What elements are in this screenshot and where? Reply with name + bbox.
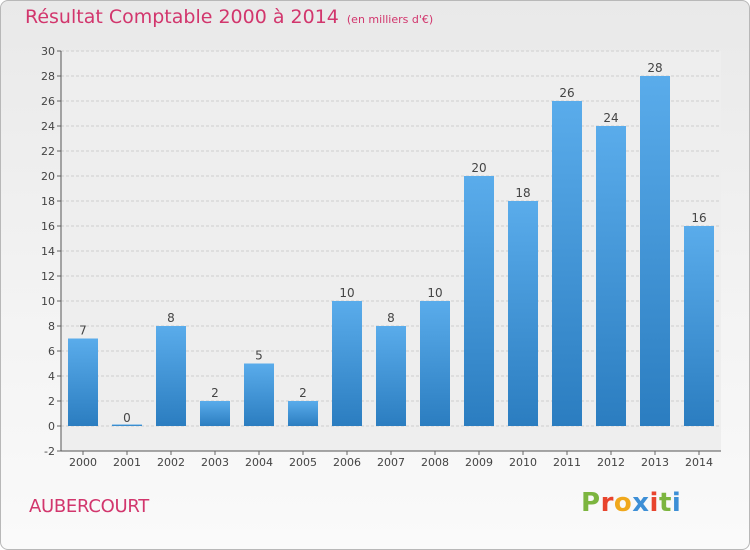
bar-value-label: 2 <box>299 386 307 400</box>
y-tick-label: 8 <box>48 320 55 333</box>
bar <box>684 226 714 426</box>
chart-title-text: Résultat Comptable 2000 à 2014 <box>25 6 339 28</box>
y-tick-label: 12 <box>41 270 55 283</box>
x-tick-label: 2002 <box>157 456 185 469</box>
bar-value-label: 8 <box>167 311 175 325</box>
bar-value-label: 10 <box>339 286 354 300</box>
bar <box>376 326 406 426</box>
x-tick-label: 2006 <box>333 456 361 469</box>
x-tick-label: 2009 <box>465 456 493 469</box>
logo-letter: o <box>613 488 633 518</box>
bar <box>112 424 142 426</box>
y-tick-label: 0 <box>48 420 55 433</box>
logo-letter: r <box>600 488 614 518</box>
bar <box>68 338 98 426</box>
bar-value-label: 0 <box>123 411 131 425</box>
y-tick-label: 20 <box>41 170 55 183</box>
logo-letter: t <box>658 488 672 518</box>
y-tick-label: 26 <box>41 95 55 108</box>
x-tick-label: 2010 <box>509 456 537 469</box>
y-tick-label: 2 <box>48 395 55 408</box>
bar <box>552 101 582 426</box>
y-tick-label: 14 <box>41 245 55 258</box>
bar <box>508 201 538 426</box>
bar-value-label: 28 <box>647 61 662 75</box>
y-tick-label: 28 <box>41 70 55 83</box>
bar-value-label: 16 <box>691 211 706 225</box>
y-tick-label: 30 <box>41 45 55 58</box>
bar <box>420 301 450 426</box>
logo-letter: i <box>649 488 659 518</box>
y-tick-label: 16 <box>41 220 55 233</box>
bar-value-label: 10 <box>427 286 442 300</box>
bar-value-label: 5 <box>255 349 263 363</box>
y-tick-label: -2 <box>44 445 55 458</box>
y-tick-label: 22 <box>41 145 55 158</box>
bar <box>640 76 670 426</box>
y-tick-label: 10 <box>41 295 55 308</box>
x-tick-label: 2013 <box>641 456 669 469</box>
bar <box>596 126 626 426</box>
logo-letter: x <box>632 488 650 518</box>
bar-value-label: 20 <box>471 161 486 175</box>
bar-value-label: 26 <box>559 86 574 100</box>
x-tick-label: 2011 <box>553 456 581 469</box>
x-tick-label: 2003 <box>201 456 229 469</box>
x-tick-label: 2000 <box>69 456 97 469</box>
bar <box>332 301 362 426</box>
bar <box>288 401 318 426</box>
logo-letter: P <box>581 488 601 518</box>
y-tick-label: 24 <box>41 120 55 133</box>
bar-value-label: 24 <box>603 111 618 125</box>
x-tick-label: 2008 <box>421 456 449 469</box>
y-tick-label: 6 <box>48 345 55 358</box>
y-tick-label: 18 <box>41 195 55 208</box>
x-tick-label: 2012 <box>597 456 625 469</box>
y-tick-label: 4 <box>48 370 55 383</box>
bar <box>244 363 274 426</box>
bar <box>156 326 186 426</box>
bar-value-label: 8 <box>387 311 395 325</box>
bar <box>200 401 230 426</box>
chart-unit: (en milliers d'€) <box>346 13 434 26</box>
commune-name: AUBERCOURT <box>29 496 149 517</box>
bar <box>464 176 494 426</box>
x-tick-label: 2005 <box>289 456 317 469</box>
x-tick-label: 2014 <box>685 456 713 469</box>
bar-value-label: 7 <box>79 324 87 338</box>
bar-value-label: 2 <box>211 386 219 400</box>
bar-value-label: 18 <box>515 186 530 200</box>
x-tick-label: 2004 <box>245 456 273 469</box>
chart-title: Résultat Comptable 2000 à 2014 (en millie… <box>25 6 433 28</box>
proxiti-logo[interactable]: Proxiti <box>581 488 681 518</box>
logo-letter: i <box>671 488 682 518</box>
x-tick-label: 2007 <box>377 456 405 469</box>
x-tick-label: 2001 <box>113 456 141 469</box>
